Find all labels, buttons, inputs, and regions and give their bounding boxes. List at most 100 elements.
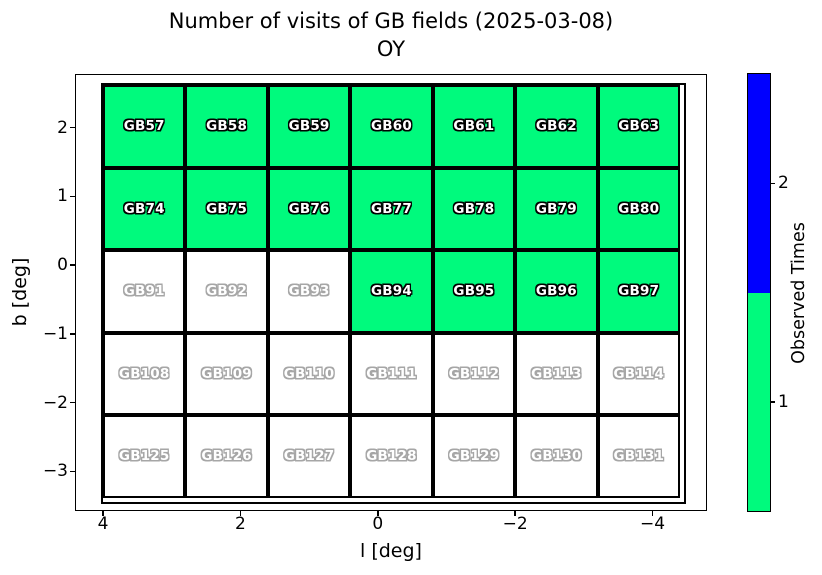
field-label: GB76 xyxy=(288,200,330,217)
x-tick-label: 4 xyxy=(97,514,109,534)
field-cell-gb129: GB129 xyxy=(432,415,516,498)
field-label: GB111 xyxy=(366,365,417,382)
field-label: GB128 xyxy=(366,448,417,465)
y-tick-mark xyxy=(70,470,75,473)
field-cell-gb61: GB61 xyxy=(432,85,516,168)
y-tick-mark xyxy=(70,126,75,129)
y-tick-label: 2 xyxy=(57,117,68,138)
field-label: GB78 xyxy=(453,200,495,217)
field-label: GB60 xyxy=(371,118,412,135)
field-label: GB93 xyxy=(288,283,330,300)
field-label: GB74 xyxy=(123,200,165,217)
x-tick-mark xyxy=(239,511,242,516)
field-label: GB91 xyxy=(123,283,165,300)
colorbar-segment-observed-2 xyxy=(748,74,770,293)
field-cell-gb114: GB114 xyxy=(597,332,680,415)
field-label: GB79 xyxy=(535,200,577,217)
colorbar xyxy=(747,73,771,512)
x-tick-mark xyxy=(102,511,104,516)
field-cell-gb57: GB57 xyxy=(103,85,186,168)
chart-subtitle: OY xyxy=(376,37,406,61)
x-tick-label: −4 xyxy=(639,514,666,534)
field-cell-gb130: GB130 xyxy=(515,415,598,498)
field-cell-gb127: GB127 xyxy=(267,415,351,498)
x-tick-mark xyxy=(651,511,654,516)
field-label: GB59 xyxy=(288,118,330,135)
field-label: GB96 xyxy=(535,283,577,300)
field-label: GB62 xyxy=(535,118,577,135)
field-label: GB127 xyxy=(283,448,335,465)
field-cell-gb108: GB108 xyxy=(103,332,186,415)
field-label: GB58 xyxy=(206,118,248,135)
field-label: GB94 xyxy=(371,283,412,300)
field-cell-gb97: GB97 xyxy=(597,250,680,333)
field-label: GB80 xyxy=(618,200,660,217)
field-label: GB57 xyxy=(123,118,165,135)
field-cell-gb75: GB75 xyxy=(185,167,268,250)
field-cell-gb109: GB109 xyxy=(185,332,268,415)
field-cell-gb93: GB93 xyxy=(267,250,351,333)
x-axis-label: l [deg] xyxy=(360,540,422,562)
field-cell-gb95: GB95 xyxy=(432,250,516,333)
field-label: GB109 xyxy=(201,365,252,382)
field-cell-gb112: GB112 xyxy=(432,332,516,415)
field-cell-gb96: GB96 xyxy=(515,250,598,333)
field-cell-gb74: GB74 xyxy=(103,167,186,250)
colorbar-tick-mark xyxy=(770,182,775,184)
x-tick-label: 0 xyxy=(372,514,384,534)
field-cell-gb62: GB62 xyxy=(515,85,598,168)
field-cell-gb131: GB131 xyxy=(597,415,680,498)
field-cell-gb63: GB63 xyxy=(597,85,680,168)
colorbar-tick-label: 1 xyxy=(778,391,789,412)
field-cell-gb94: GB94 xyxy=(350,250,433,333)
field-label: GB131 xyxy=(613,448,665,465)
field-cell-gb111: GB111 xyxy=(350,332,433,415)
x-tick-mark xyxy=(377,511,379,516)
x-tick-label: −2 xyxy=(502,514,528,534)
field-cell-gb77: GB77 xyxy=(350,167,433,250)
field-label: GB61 xyxy=(453,118,495,135)
y-tick-label: 0 xyxy=(57,255,68,276)
field-cell-gb78: GB78 xyxy=(432,167,516,250)
field-label: GB95 xyxy=(453,283,495,300)
field-cell-gb110: GB110 xyxy=(267,332,351,415)
field-label: GB125 xyxy=(118,448,170,465)
colorbar-tick-mark xyxy=(770,401,775,403)
field-label: GB112 xyxy=(448,365,500,382)
x-tick-label: 2 xyxy=(234,514,246,534)
field-cell-gb76: GB76 xyxy=(267,167,351,250)
field-cell-gb80: GB80 xyxy=(597,167,680,250)
field-cell-gb60: GB60 xyxy=(350,85,433,168)
field-label: GB113 xyxy=(531,365,582,382)
colorbar-segment-observed-1 xyxy=(748,292,770,511)
field-label: GB126 xyxy=(201,448,252,465)
y-tick-mark xyxy=(70,333,75,335)
field-label: GB110 xyxy=(283,365,335,382)
y-tick-mark xyxy=(70,195,75,198)
chart-title: Number of visits of GB fields (2025-03-0… xyxy=(168,9,614,33)
field-label: GB63 xyxy=(618,118,660,135)
y-tick-label: 1 xyxy=(57,186,68,207)
field-label: GB97 xyxy=(618,283,660,300)
x-tick-mark xyxy=(514,511,516,516)
field-label: GB75 xyxy=(206,200,248,217)
y-tick-mark xyxy=(70,264,75,266)
field-cell-gb79: GB79 xyxy=(515,167,598,250)
y-tick-label: −2 xyxy=(42,392,68,413)
field-cell-gb113: GB113 xyxy=(515,332,598,415)
field-label: GB130 xyxy=(531,448,582,465)
colorbar-tick-label: 2 xyxy=(778,173,789,194)
field-cell-gb59: GB59 xyxy=(267,85,351,168)
field-cell-gb126: GB126 xyxy=(185,415,268,498)
field-cell-gb58: GB58 xyxy=(185,85,268,168)
field-label: GB77 xyxy=(371,200,412,217)
y-tick-mark xyxy=(70,401,75,404)
y-tick-label: −1 xyxy=(42,323,68,344)
field-label: GB114 xyxy=(613,365,665,382)
y-tick-label: −3 xyxy=(42,461,68,482)
field-cell-gb92: GB92 xyxy=(185,250,268,333)
field-cell-gb91: GB91 xyxy=(103,250,186,333)
field-cell-gb128: GB128 xyxy=(350,415,433,498)
field-label: GB108 xyxy=(118,365,170,382)
